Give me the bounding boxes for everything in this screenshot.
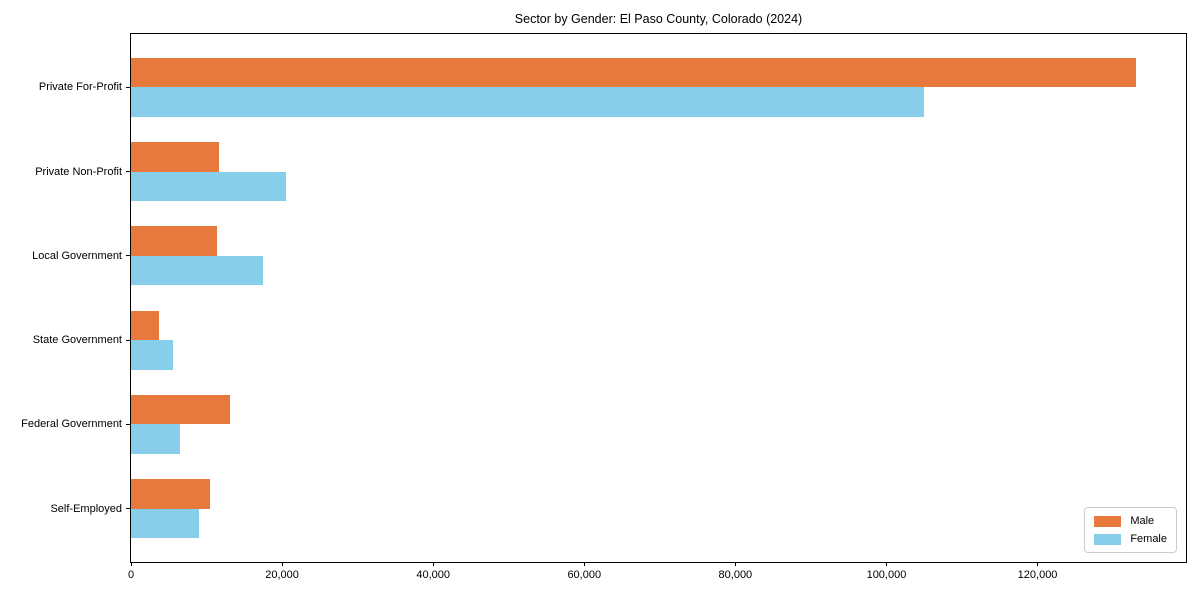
bar-female-federal-government xyxy=(131,424,180,454)
y-tick-mark-state-government xyxy=(126,339,130,341)
x-tick-label-60-000: 60,000 xyxy=(567,569,602,581)
x-tick-label-20-000: 20,000 xyxy=(265,569,299,581)
y-tick-label-private-for-profit: Private For-Profit xyxy=(38,81,122,94)
x-tick-mark-60-000 xyxy=(583,562,585,566)
y-tick-mark-federal-government xyxy=(126,423,130,425)
x-tick-label-100-000: 100,000 xyxy=(866,569,907,581)
bar-male-federal-government xyxy=(131,394,230,425)
x-tick-mark-80-000 xyxy=(734,562,736,566)
x-tick-label-80-000: 80,000 xyxy=(718,569,753,581)
legend-label-male: Male xyxy=(1130,515,1155,527)
plot-area: Male Female Private For-Profit Private Non… xyxy=(21,33,1187,581)
y-tick-label-local-government: Local Government xyxy=(32,249,122,262)
bar-female-private-for-profit xyxy=(131,87,924,117)
legend-swatch-female xyxy=(1094,533,1122,545)
x-tick-mark-20-000 xyxy=(281,562,283,566)
y-tick-mark-self-employed xyxy=(126,508,130,510)
y-tick-mark-private-non-profit xyxy=(126,171,130,173)
bar-male-local-government xyxy=(131,226,217,256)
bar-female-local-government xyxy=(131,255,263,286)
bar-male-state-government xyxy=(131,310,159,341)
bar-female-private-non-profit xyxy=(131,171,286,202)
legend-row-female: Female xyxy=(1094,533,1167,545)
x-tick-mark-0 xyxy=(130,562,132,566)
bar-female-self-employed xyxy=(131,508,199,538)
x-tick-mark-100-000 xyxy=(885,562,887,566)
legend: Male Female xyxy=(1084,507,1177,553)
bar-male-private-for-profit xyxy=(131,58,1136,88)
x-tick-mark-40-000 xyxy=(432,562,434,566)
x-tick-label-40-000: 40,000 xyxy=(416,569,450,581)
bar-male-private-non-profit xyxy=(131,142,219,172)
y-tick-label-self-employed: Self-Employed xyxy=(50,502,122,515)
legend-swatch-male xyxy=(1094,515,1122,527)
y-tick-label-state-government: State Government xyxy=(32,334,122,347)
chart-title: Sector by Gender: El Paso County, Colora… xyxy=(514,12,803,26)
x-tick-mark-120-000 xyxy=(1037,562,1039,566)
legend-row-male: Male xyxy=(1094,515,1167,527)
y-tick-mark-local-government xyxy=(126,255,130,257)
y-tick-label-private-non-profit: Private Non-Profit xyxy=(35,165,122,178)
bar-female-state-government xyxy=(131,340,173,370)
x-tick-label-0: 0 xyxy=(127,569,135,581)
y-tick-label-federal-government: Federal Government xyxy=(21,418,122,431)
y-tick-mark-private-for-profit xyxy=(126,86,130,88)
x-tick-label-120-000: 120,000 xyxy=(1017,569,1058,581)
bar-male-self-employed xyxy=(131,479,210,509)
legend-label-female: Female xyxy=(1130,533,1167,545)
